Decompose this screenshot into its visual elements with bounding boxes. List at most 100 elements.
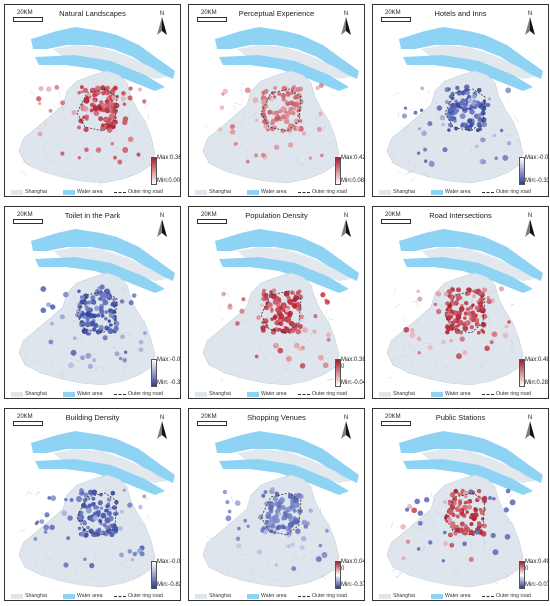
street-line bbox=[508, 492, 513, 499]
street-line bbox=[497, 167, 500, 169]
data-point bbox=[481, 313, 488, 320]
data-point bbox=[287, 142, 294, 148]
data-point bbox=[80, 295, 85, 301]
north-arrow-icon: N bbox=[524, 213, 536, 239]
street-line bbox=[502, 311, 507, 314]
street-line bbox=[505, 572, 508, 578]
data-point bbox=[85, 311, 92, 317]
street-line bbox=[253, 573, 255, 579]
data-point bbox=[417, 520, 423, 526]
legend-item-shanghai: Shanghai bbox=[195, 189, 231, 195]
map-panel: Building Density 20KM N Max:-0.02 Min:-0.82 S… bbox=[4, 408, 181, 601]
legend-label: Water area bbox=[77, 593, 103, 599]
data-point bbox=[229, 124, 235, 130]
panel-title: Perceptual Experience bbox=[238, 9, 315, 18]
data-point bbox=[301, 327, 308, 333]
street-line bbox=[140, 319, 147, 326]
data-point bbox=[407, 504, 413, 510]
data-point bbox=[83, 127, 89, 133]
street-line bbox=[424, 574, 426, 579]
data-point bbox=[83, 97, 90, 104]
legend-label: Shanghai bbox=[393, 593, 415, 599]
data-point bbox=[468, 556, 474, 563]
street-line bbox=[233, 105, 237, 111]
data-point bbox=[234, 500, 241, 506]
street-line bbox=[248, 132, 251, 134]
street-line bbox=[273, 355, 275, 358]
data-point bbox=[429, 160, 433, 165]
outer-ring-road bbox=[260, 492, 302, 536]
data-point bbox=[457, 492, 461, 496]
map-panel: Perceptual Experience 20KM N Max:0.42 Min:0.… bbox=[188, 4, 365, 197]
data-point bbox=[80, 355, 85, 361]
data-point bbox=[469, 521, 474, 527]
river-band bbox=[35, 257, 165, 293]
data-point bbox=[106, 510, 112, 517]
street-line bbox=[400, 353, 408, 359]
street-line bbox=[329, 575, 331, 578]
street-line bbox=[86, 155, 89, 161]
street-line bbox=[24, 356, 27, 364]
street-line bbox=[272, 578, 278, 580]
data-point bbox=[77, 302, 81, 307]
data-point bbox=[282, 506, 287, 511]
legend-item-shanghai: Shanghai bbox=[11, 593, 47, 599]
map-legend: Shanghai Water area Outer ring road bbox=[11, 391, 177, 398]
scale-label: 20KM bbox=[201, 414, 217, 420]
data-point bbox=[301, 131, 307, 136]
data-point bbox=[416, 151, 421, 155]
street-line bbox=[112, 101, 117, 103]
street-line bbox=[266, 572, 273, 579]
data-point bbox=[283, 118, 290, 125]
data-point bbox=[61, 510, 68, 517]
scale-bar: 20KM bbox=[381, 414, 411, 426]
street-line bbox=[109, 137, 112, 141]
data-point bbox=[98, 305, 104, 311]
arrow-icon bbox=[157, 219, 167, 237]
legend-max: Max:0.42 bbox=[341, 155, 365, 161]
data-point bbox=[239, 308, 245, 314]
data-point bbox=[222, 489, 228, 495]
data-point bbox=[122, 102, 127, 106]
data-point bbox=[260, 152, 266, 158]
street-line bbox=[251, 112, 257, 117]
data-point bbox=[270, 523, 276, 529]
street-line bbox=[232, 561, 238, 566]
legend-min: Min:-0.33 bbox=[525, 178, 549, 184]
data-point bbox=[281, 97, 286, 102]
data-point bbox=[246, 524, 250, 528]
street-line bbox=[66, 171, 72, 177]
data-point bbox=[318, 111, 323, 116]
street-line bbox=[62, 330, 64, 333]
north-label: N bbox=[159, 11, 165, 17]
data-point bbox=[120, 96, 126, 102]
data-point bbox=[236, 543, 242, 549]
data-point bbox=[502, 154, 509, 161]
data-point bbox=[417, 296, 423, 302]
data-point bbox=[82, 87, 89, 93]
data-point bbox=[101, 90, 106, 96]
data-point bbox=[492, 549, 499, 556]
data-point bbox=[108, 312, 114, 318]
legend-max: Max:0.48 bbox=[525, 357, 549, 363]
data-point bbox=[482, 507, 487, 512]
data-point bbox=[469, 109, 475, 115]
legend-label: Shanghai bbox=[25, 593, 47, 599]
data-point bbox=[95, 147, 102, 153]
legend-gradient bbox=[335, 157, 341, 185]
street-line bbox=[392, 154, 396, 160]
data-point bbox=[245, 159, 250, 164]
data-point bbox=[268, 505, 274, 511]
data-point bbox=[110, 141, 115, 146]
land-swatch bbox=[195, 391, 207, 397]
street-line bbox=[104, 572, 112, 579]
river-estuary bbox=[31, 431, 175, 483]
data-point bbox=[138, 339, 144, 345]
street-line bbox=[412, 565, 417, 569]
data-point bbox=[324, 299, 330, 305]
data-point bbox=[102, 335, 108, 341]
data-point bbox=[463, 524, 468, 529]
data-point bbox=[107, 319, 111, 323]
data-point bbox=[480, 105, 487, 112]
data-point bbox=[509, 499, 516, 506]
